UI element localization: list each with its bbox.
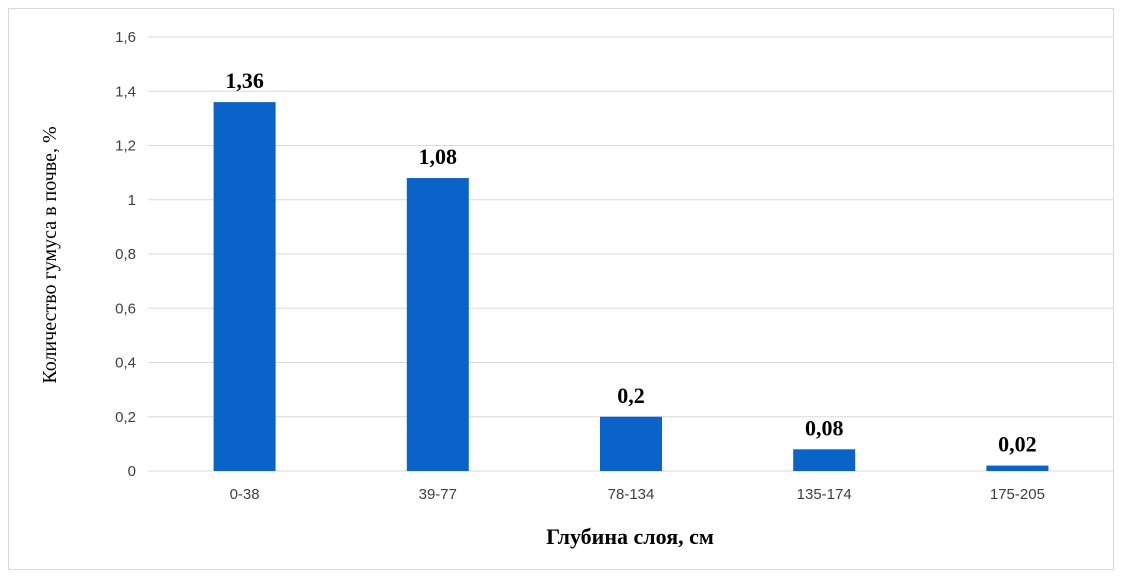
y-tick-label: 0,8 bbox=[115, 246, 136, 263]
x-tick-label: 135-174 bbox=[797, 486, 852, 503]
y-tick-label: 0,4 bbox=[115, 355, 136, 372]
y-tick-label: 1 bbox=[128, 192, 136, 209]
data-label: 1,36 bbox=[225, 68, 264, 93]
bar bbox=[406, 178, 469, 472]
bar bbox=[213, 102, 276, 471]
y-tick-label: 0,6 bbox=[115, 300, 136, 317]
data-label: 0,2 bbox=[617, 383, 645, 408]
chart-frame bbox=[8, 8, 1114, 570]
bar bbox=[793, 449, 856, 471]
y-tick-label: 1,2 bbox=[115, 138, 136, 155]
x-axis-title: Глубина слоя, см bbox=[546, 524, 714, 549]
x-tick-label: 39-77 bbox=[419, 486, 457, 503]
x-tick-label: 175-205 bbox=[990, 486, 1045, 503]
y-tick-label: 1,6 bbox=[115, 29, 136, 46]
data-label: 0,02 bbox=[998, 432, 1037, 457]
y-tick-label: 0 bbox=[128, 463, 136, 480]
data-labels: 1,36 1,08 0,2 0,08 0,02 bbox=[225, 68, 1036, 456]
y-axis-ticks: 0 0,2 0,4 0,6 0,8 1 1,2 1,4 1,6 bbox=[115, 29, 136, 480]
bars bbox=[213, 102, 1049, 472]
gridlines bbox=[148, 36, 1114, 472]
y-tick-label: 0,2 bbox=[115, 409, 136, 426]
x-axis-ticks: 0-38 39-77 78-134 135-174 175-205 bbox=[230, 486, 1045, 503]
x-tick-label: 0-38 bbox=[230, 486, 260, 503]
bar bbox=[600, 416, 662, 471]
bar bbox=[986, 465, 1049, 471]
data-label: 0,08 bbox=[805, 415, 844, 440]
y-tick-label: 1,4 bbox=[115, 83, 136, 100]
y-axis-title: Количество гумуса в почве, % bbox=[39, 126, 61, 383]
data-label: 1,08 bbox=[419, 144, 458, 169]
x-tick-label: 78-134 bbox=[608, 486, 655, 503]
